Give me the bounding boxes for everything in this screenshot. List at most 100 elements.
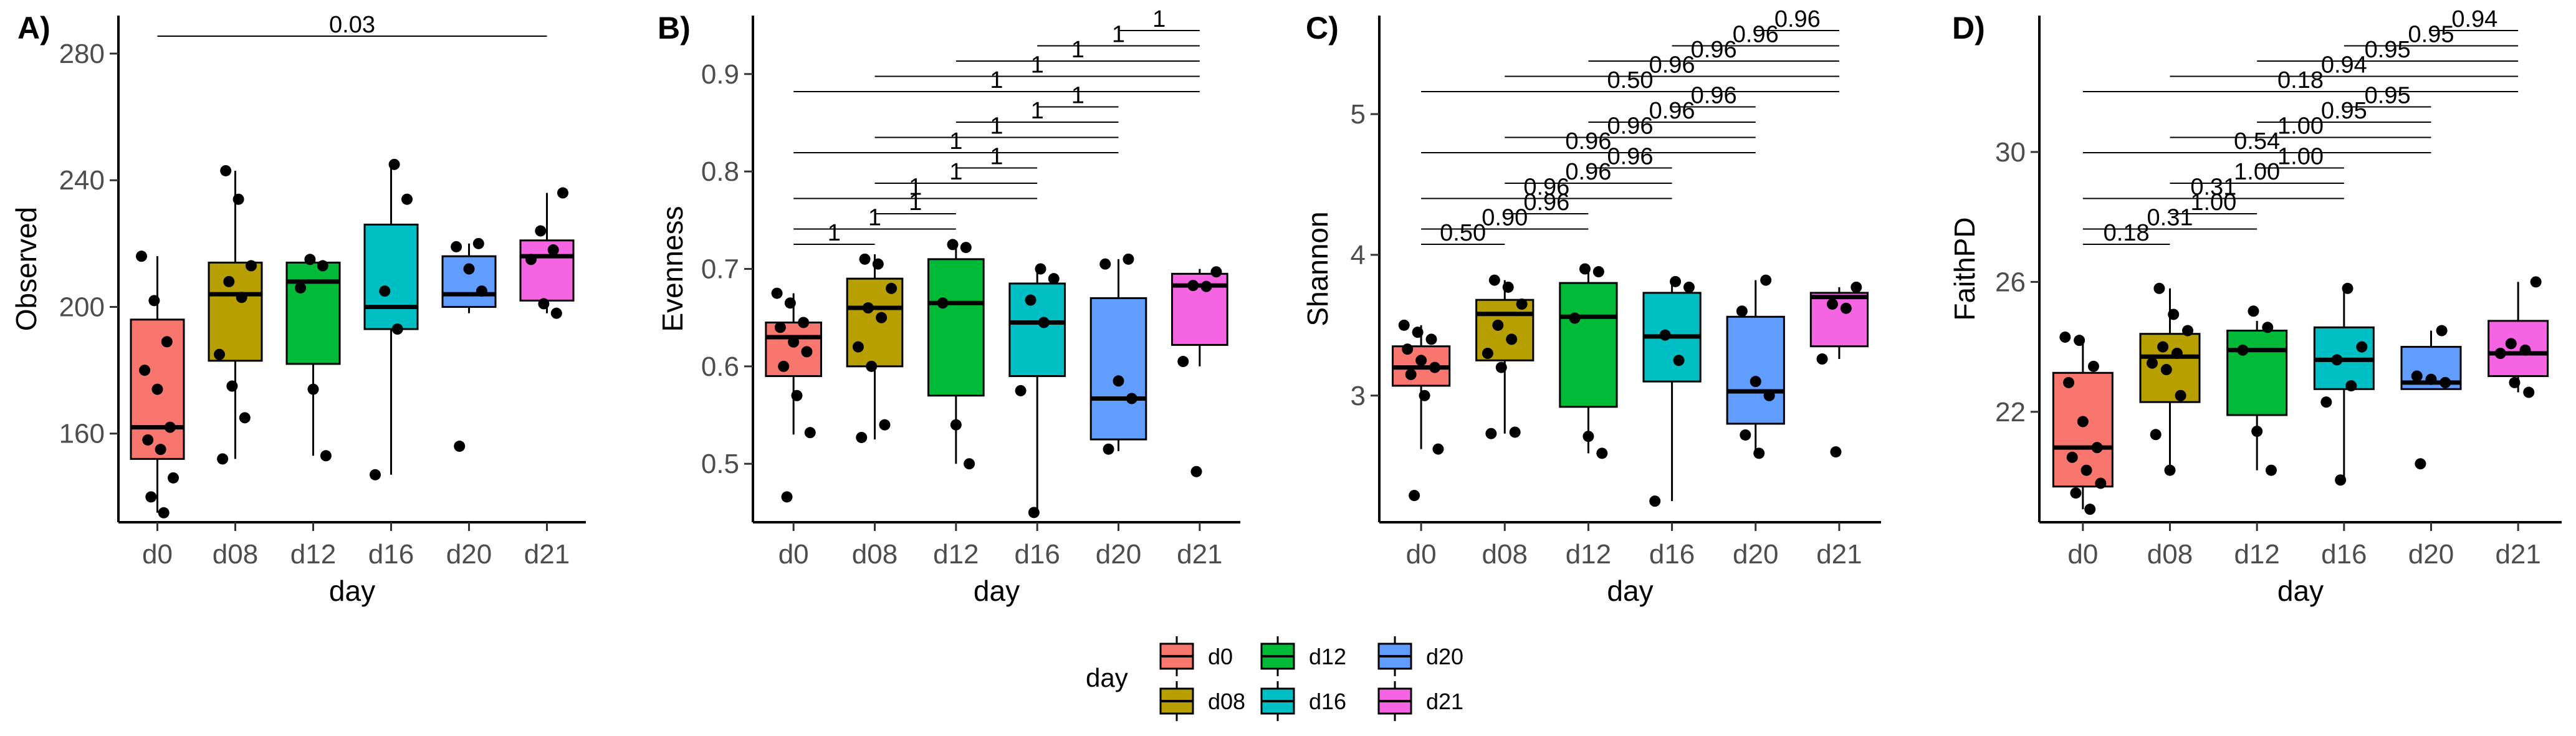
y-tick-label: 240 <box>59 165 105 196</box>
data-point <box>246 260 257 272</box>
data-point <box>801 346 813 358</box>
data-point <box>307 383 319 395</box>
comparison-pvalue: 0.96 <box>1523 189 1569 216</box>
data-point <box>774 322 786 333</box>
data-point <box>145 491 157 503</box>
y-tick-label: 26 <box>1995 267 2026 297</box>
box-d08 <box>208 261 263 362</box>
data-point <box>1509 426 1521 438</box>
y-tick-label: 5 <box>1351 99 1366 130</box>
data-point <box>771 287 783 299</box>
comparison-pvalue: 0.31 <box>2147 205 2193 231</box>
legend-label: d21 <box>1426 689 1463 714</box>
data-point <box>1048 273 1060 285</box>
data-point <box>472 237 484 249</box>
data-point <box>2331 354 2343 366</box>
data-point <box>2063 376 2075 388</box>
data-point <box>2147 357 2158 369</box>
data-point <box>1177 356 1189 368</box>
comparison-pvalue: 0.96 <box>1774 6 1821 32</box>
data-point <box>2059 331 2071 343</box>
y-tick-label: 3 <box>1351 381 1366 411</box>
comparison-pvalue: 1 <box>1031 52 1044 79</box>
data-point <box>164 421 176 433</box>
legend: day d0 d08 d12 d16 d20 d21 <box>1086 636 1463 721</box>
data-point <box>1485 428 1497 439</box>
comparison-pvalue: 1.00 <box>2277 113 2324 140</box>
data-point <box>2345 380 2357 392</box>
data-point <box>862 302 874 314</box>
comparison-pvalue: 1 <box>1071 83 1085 109</box>
data-point <box>2066 451 2078 463</box>
data-point <box>1830 446 1842 458</box>
data-point <box>876 312 888 323</box>
data-point <box>2160 364 2172 376</box>
comparison-pvalue: 0.96 <box>1607 113 1654 140</box>
data-point <box>2505 338 2517 350</box>
legend-key-d08 <box>1159 681 1194 721</box>
panel-letter: D) <box>1952 11 1985 45</box>
data-point <box>2523 386 2535 398</box>
data-point <box>155 444 166 456</box>
data-point <box>550 307 562 319</box>
legend-key-d0 <box>1159 636 1194 676</box>
data-point <box>1402 343 1414 355</box>
comparison-pvalue: 0.03 <box>329 12 375 38</box>
data-point <box>2262 322 2274 333</box>
comparison-pvalue: 1 <box>909 189 922 216</box>
data-point <box>2248 305 2259 317</box>
comparison-pvalue: 0.94 <box>2451 6 2497 32</box>
box-d16 <box>363 223 419 330</box>
data-point <box>1736 305 1748 317</box>
comparison-pvalue: 0.96 <box>1607 144 1654 170</box>
x-tick-label: d12 <box>933 539 979 570</box>
x-axis-title: day <box>2277 575 2324 607</box>
data-point <box>784 297 796 309</box>
y-tick-label: 0.7 <box>701 254 739 285</box>
data-point <box>1113 375 1124 387</box>
data-point <box>1103 443 1114 455</box>
data-point <box>791 390 803 401</box>
legend-title: day <box>1086 663 1128 692</box>
y-axis-title: FaithPD <box>1948 217 1981 320</box>
y-tick-label: 0.5 <box>701 449 739 479</box>
data-point <box>1582 431 1594 442</box>
data-point <box>1126 393 1137 404</box>
data-point <box>557 187 568 199</box>
data-point <box>1123 253 1134 265</box>
data-point <box>370 469 381 480</box>
data-point <box>778 360 790 372</box>
data-point <box>781 491 793 503</box>
data-point <box>1488 274 1500 286</box>
data-point <box>2251 426 2263 437</box>
legend-key-d20 <box>1377 636 1412 676</box>
box-d0 <box>765 321 822 377</box>
data-point <box>388 158 400 170</box>
data-point <box>535 225 547 237</box>
data-point <box>136 251 147 262</box>
data-point <box>1210 266 1222 278</box>
x-tick-label: d0 <box>1406 539 1437 570</box>
data-point <box>2509 376 2521 388</box>
x-axis-title: day <box>329 575 375 607</box>
data-point <box>158 507 170 519</box>
comparison-pvalue: 0.95 <box>2365 37 2411 63</box>
data-point <box>2070 487 2082 499</box>
data-point <box>232 193 244 205</box>
data-point <box>1840 302 1852 314</box>
comparison-pvalue: 0.54 <box>2234 128 2280 155</box>
x-tick-label: d08 <box>213 539 258 570</box>
data-point <box>295 282 307 294</box>
y-axis-title: Evenness <box>656 206 689 332</box>
data-point <box>2440 376 2451 388</box>
data-point <box>236 292 247 303</box>
y-tick-label: 0.8 <box>701 156 739 187</box>
comparison-pvalue: 0.95 <box>2365 83 2411 109</box>
data-point <box>2171 348 2183 359</box>
data-point <box>379 285 391 297</box>
comparison-pvalue: 1 <box>990 67 1003 93</box>
legend-key-d16 <box>1260 681 1295 721</box>
box-d20 <box>1726 315 1785 425</box>
data-point <box>1502 281 1514 293</box>
